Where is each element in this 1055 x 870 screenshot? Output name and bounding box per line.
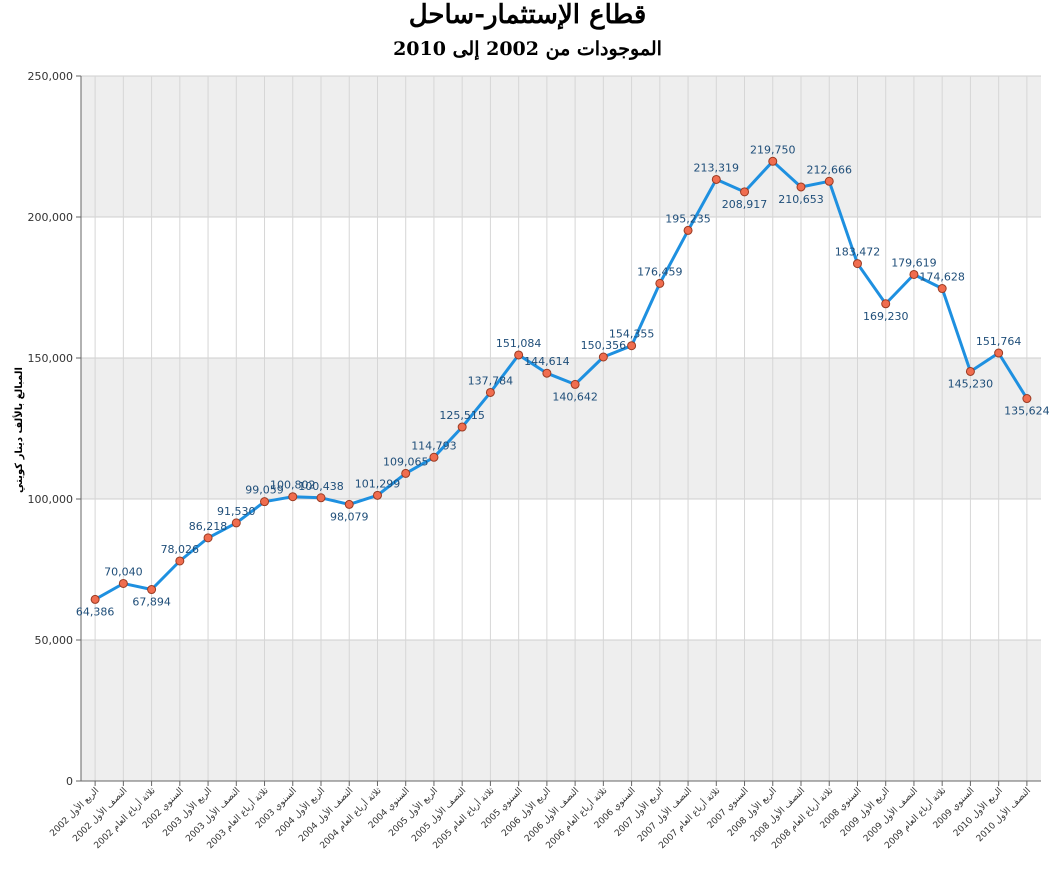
axes — [80, 76, 1041, 782]
data-point — [655, 278, 665, 288]
x-tick-label: الربع الأول 2008 — [725, 785, 779, 839]
data-point — [429, 452, 439, 462]
data-label: 208,917 — [722, 198, 768, 211]
chart-title: قطاع الإستثمار-ساحل — [408, 0, 647, 30]
data-label: 100,438 — [298, 480, 344, 493]
data-label: 151,764 — [976, 335, 1022, 348]
data-label: 137,784 — [468, 374, 514, 387]
y-tick-label: 0 — [66, 775, 73, 788]
series-polyline — [94, 159, 1029, 601]
data-label: 212,666 — [806, 163, 852, 176]
data-label: 125,515 — [439, 409, 485, 422]
data-label: 91,530 — [217, 505, 256, 518]
data-label: 210,653 — [778, 193, 824, 206]
data-point — [570, 379, 580, 389]
y-tick-label: 100,000 — [28, 493, 74, 506]
data-label: 101,299 — [355, 477, 401, 490]
data-point — [598, 352, 608, 362]
data-point — [965, 366, 975, 376]
data-label: 174,628 — [919, 271, 965, 284]
y-tick-label: 250,000 — [28, 70, 74, 83]
data-label: 98,079 — [330, 510, 369, 523]
data-label: 70,040 — [104, 565, 143, 578]
data-label: 150,356 — [581, 339, 627, 352]
y-axis-ticks: 0 50,000 100,000 150,000 200,000 250,000 — [28, 70, 81, 788]
x-tick-label: الربع الأول 2002 — [47, 785, 101, 839]
data-point — [288, 492, 298, 502]
data-point — [485, 387, 495, 397]
data-point — [231, 518, 241, 528]
x-tick-label: الربع الأول 2007 — [612, 785, 666, 839]
y-axis-label: المبالغ بالألف دينار كويتي — [12, 367, 25, 493]
data-label: 78,026 — [161, 543, 200, 556]
data-point — [824, 176, 834, 186]
series-line — [94, 159, 1029, 601]
data-label: 109,065 — [383, 455, 429, 468]
x-tick-label: الربع الأول 2004 — [273, 785, 327, 839]
plot-band — [81, 76, 1041, 217]
plot-band — [81, 640, 1041, 781]
data-label: 86,218 — [189, 520, 228, 533]
data-point — [147, 585, 157, 595]
plot-bands — [81, 76, 1041, 781]
plot-band — [81, 358, 1041, 499]
data-point — [881, 299, 891, 309]
data-label: 144,614 — [524, 355, 570, 368]
data-point — [1022, 394, 1032, 404]
data-point — [909, 269, 919, 279]
data-point — [344, 499, 354, 509]
data-label: 176,459 — [637, 265, 683, 278]
x-tick-label: الربع الأول 2006 — [499, 785, 553, 839]
data-label: 64,386 — [76, 605, 115, 618]
data-point — [796, 182, 806, 192]
data-label: 179,619 — [891, 256, 937, 269]
data-point — [514, 350, 524, 360]
chart-subtitle: الموجودات من 2002 إلى 2010 — [393, 38, 662, 60]
data-label: 213,319 — [694, 161, 740, 174]
series-markers — [90, 156, 1032, 604]
data-point — [768, 156, 778, 166]
data-label: 67,894 — [132, 596, 171, 609]
data-point — [683, 225, 693, 235]
data-label: 145,230 — [948, 377, 994, 390]
data-label: 169,230 — [863, 310, 909, 323]
data-point — [260, 497, 270, 507]
y-tick-label: 200,000 — [28, 211, 74, 224]
data-label: 99,059 — [245, 484, 284, 497]
data-label: 183,472 — [835, 246, 881, 259]
data-point — [740, 187, 750, 197]
data-point — [627, 341, 637, 351]
data-label: 195,235 — [665, 212, 711, 225]
data-label: 140,642 — [552, 390, 598, 403]
data-point — [372, 490, 382, 500]
data-label: 114,793 — [411, 439, 457, 452]
data-point — [711, 174, 721, 184]
data-point — [175, 556, 185, 566]
data-point — [937, 284, 947, 294]
data-point — [542, 368, 552, 378]
y-tick-label: 50,000 — [35, 634, 74, 647]
x-tick-label: الربع الأول 2003 — [160, 785, 214, 839]
data-label: 151,084 — [496, 337, 542, 350]
data-label: 100,802 — [270, 479, 316, 492]
data-labels: 64,386 70,040 67,894 78,026 86,218 91,530 99,0… — [76, 143, 1050, 618]
y-tick-label: 150,000 — [28, 352, 74, 365]
data-point — [203, 533, 213, 543]
data-point — [457, 422, 467, 432]
data-label: 135,624 — [1004, 405, 1050, 418]
data-point — [316, 493, 326, 503]
data-point — [994, 348, 1004, 358]
data-point — [118, 578, 128, 588]
data-label: 154,355 — [609, 328, 655, 341]
data-label: 219,750 — [750, 143, 796, 156]
x-tick-label: الربع الأول 2010 — [951, 785, 1005, 839]
x-tick-label: الربع الأول 2009 — [838, 785, 892, 839]
x-tick-label: الربع الأول 2005 — [386, 785, 440, 839]
data-point — [852, 259, 862, 269]
data-point — [401, 468, 411, 478]
data-point — [90, 594, 100, 604]
